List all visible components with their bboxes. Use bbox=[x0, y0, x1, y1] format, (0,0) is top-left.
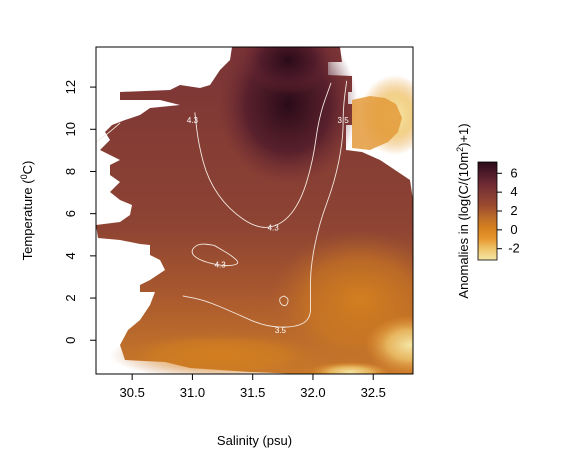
y-tick-label: 0 bbox=[63, 337, 78, 344]
y-axis-title: Temperature (0C) bbox=[19, 161, 35, 261]
contour-lines: 4.3 4.3 4.3 3.5 3.5 bbox=[96, 80, 350, 335]
colorbar-tick-label: -2 bbox=[508, 241, 520, 256]
x-tick-label: 30.5 bbox=[120, 385, 145, 400]
contour-line bbox=[194, 82, 332, 228]
heatmap-warm-band-2 bbox=[110, 330, 330, 374]
heatmap-cool-bottom bbox=[310, 362, 390, 374]
contour-line bbox=[279, 295, 289, 307]
heatmap-hot-core-upper bbox=[243, 47, 333, 95]
colorbar: -2 0 2 4 6 bbox=[477, 161, 520, 261]
x-axis-title: Salinity (psu) bbox=[217, 433, 292, 448]
heatmap-region-right-top bbox=[352, 96, 402, 150]
y-axis-title-superscript: 0 bbox=[19, 174, 29, 179]
plot-area: 4.3 4.3 4.3 3.5 3.5 bbox=[96, 47, 413, 374]
colorbar-tick-label: 0 bbox=[510, 222, 517, 237]
y-tick-label: 2 bbox=[63, 294, 78, 301]
colorbar-tick-label: 6 bbox=[510, 165, 517, 180]
colorbar-title: Anomalies in (log(C/(10m2)+1) bbox=[455, 123, 471, 298]
x-tick-label: 31.0 bbox=[180, 385, 205, 400]
colorbar-title-superscript: 2 bbox=[455, 147, 465, 152]
x-tick-label: 31.5 bbox=[240, 385, 265, 400]
colorbar-tick-label: 4 bbox=[510, 184, 517, 199]
colorbar-gradient bbox=[478, 162, 497, 260]
x-tick-label: 32.5 bbox=[361, 385, 386, 400]
contour-line bbox=[182, 80, 348, 328]
contour-label: 3.5 bbox=[338, 116, 350, 125]
contour-label: 3.5 bbox=[275, 326, 287, 335]
colorbar-tick-label: 2 bbox=[510, 203, 517, 218]
y-tick-label: 12 bbox=[63, 80, 78, 94]
x-axis: 30.5 31.0 31.5 32.0 32.5 bbox=[120, 374, 386, 400]
y-tick-label: 6 bbox=[63, 210, 78, 217]
y-axis: 0 2 4 6 8 10 12 bbox=[63, 80, 96, 344]
y-tick-label: 8 bbox=[63, 168, 78, 175]
y-tick-label: 10 bbox=[63, 122, 78, 136]
plot-frame bbox=[95, 46, 414, 375]
colorbar-ticks: -2 0 2 4 6 bbox=[497, 165, 520, 256]
heatmap-field bbox=[96, 47, 413, 374]
contour-line bbox=[191, 243, 239, 267]
y-tick-label: 4 bbox=[63, 252, 78, 259]
x-tick-label: 32.0 bbox=[300, 385, 325, 400]
contour-line bbox=[96, 122, 121, 143]
contour-label: 4.3 bbox=[187, 116, 199, 125]
contour-label: 4.3 bbox=[215, 260, 227, 269]
contour-label: 4.3 bbox=[268, 224, 280, 233]
heatmap-cool-right-bottom bbox=[365, 315, 413, 374]
